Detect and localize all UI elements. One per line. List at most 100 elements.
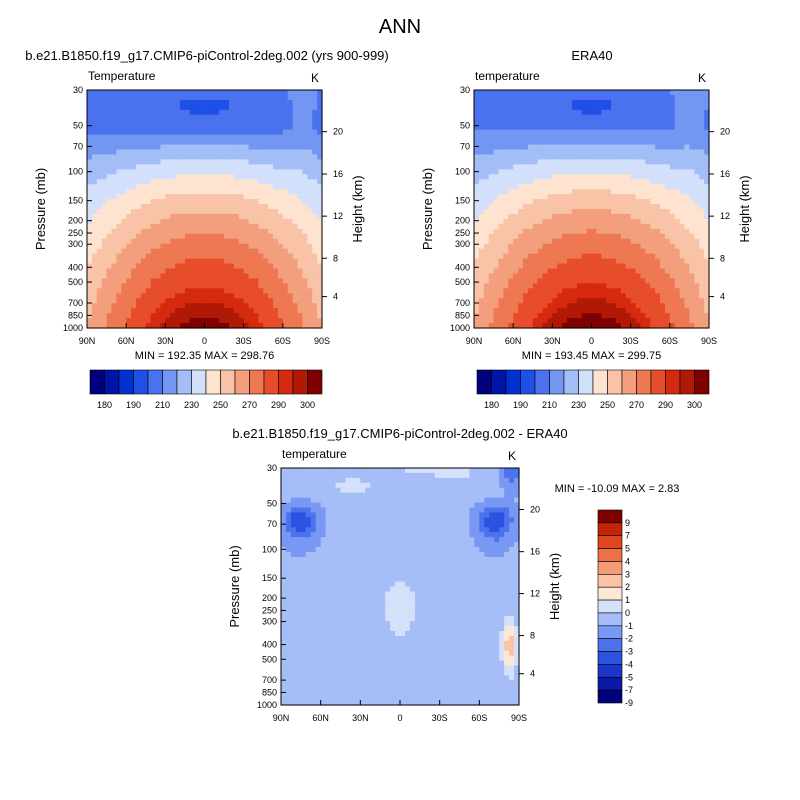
heatmap-cell <box>679 238 686 245</box>
heatmap-cell <box>233 278 240 284</box>
heatmap-cell <box>121 263 127 270</box>
heatmap-cell <box>557 174 563 180</box>
heatmap-cell <box>224 134 230 141</box>
heatmap-cell <box>704 129 710 136</box>
heatmap-cell <box>620 159 627 165</box>
heatmap-cell <box>214 104 220 111</box>
heatmap-cell <box>606 154 612 161</box>
heatmap-cell <box>121 209 127 215</box>
heatmap-cell <box>395 468 401 474</box>
heatmap-cell <box>214 184 220 190</box>
heatmap-cell <box>184 134 191 141</box>
heatmap-cell <box>650 278 656 284</box>
heatmap-cell <box>625 268 632 275</box>
heatmap-cell <box>679 318 686 324</box>
heatmap-cell <box>277 164 284 170</box>
heatmap-cell <box>199 124 206 131</box>
heatmap-cell <box>650 164 656 170</box>
heatmap-cell <box>204 184 210 190</box>
heatmap-cell <box>194 238 201 245</box>
heatmap-cell <box>165 149 171 156</box>
heatmap-cell <box>611 318 617 324</box>
heatmap-cell <box>567 159 573 165</box>
heatmap-cell <box>253 124 259 131</box>
heatmap-cell <box>581 263 588 270</box>
heatmap-cell <box>532 144 539 151</box>
heatmap-cell <box>307 283 313 289</box>
heatmap-cell <box>287 204 294 210</box>
heatmap-cell <box>111 204 117 210</box>
heatmap-cell <box>689 253 695 260</box>
heatmap-cell <box>508 139 514 146</box>
heatmap-cell <box>474 268 480 275</box>
heatmap-cell <box>277 258 284 265</box>
heatmap-cell <box>209 283 215 289</box>
heatmap-cell <box>116 184 122 190</box>
units-label: K <box>311 71 319 85</box>
heatmap-cell <box>591 243 597 250</box>
heatmap-cell <box>601 263 607 270</box>
heatmap-cell <box>282 169 289 175</box>
heatmap-cell <box>219 258 225 265</box>
heatmap-cell <box>248 139 255 146</box>
heatmap-cell <box>282 209 289 215</box>
heatmap-cell <box>268 273 274 280</box>
heatmap-cell <box>307 223 313 230</box>
heatmap-cell <box>189 119 196 126</box>
heatmap-cell <box>518 129 524 136</box>
heatmap-cell <box>478 119 485 126</box>
heatmap-cell <box>552 223 558 230</box>
heatmap-cell <box>606 298 612 304</box>
heatmap-cell <box>581 199 588 205</box>
heatmap-cell <box>601 139 607 146</box>
heatmap-cell <box>562 213 568 220</box>
heatmap-cell <box>527 313 534 319</box>
heatmap-cell <box>581 243 588 250</box>
heatmap-cell <box>233 109 240 116</box>
heatmap-cell <box>224 298 230 304</box>
heatmap-cell <box>537 218 544 225</box>
heatmap-cell <box>292 213 299 220</box>
heatmap-cell <box>576 184 583 190</box>
heatmap-cell <box>91 238 98 245</box>
heatmap-cell <box>576 199 583 205</box>
heatmap-cell <box>522 273 529 280</box>
heatmap-cell <box>571 109 578 116</box>
heatmap-cell <box>106 238 113 245</box>
heatmap-cell <box>106 293 113 299</box>
heatmap-cell <box>91 204 98 210</box>
heatmap-cell <box>596 139 602 146</box>
heatmap-cell <box>101 109 108 116</box>
heatmap-cell <box>140 169 147 175</box>
heatmap-cell <box>630 213 637 220</box>
heatmap-cell <box>611 268 617 275</box>
heatmap-cell <box>233 139 240 146</box>
heatmap-cell <box>684 154 691 161</box>
heatmap-cell <box>493 169 500 175</box>
heatmap-cell <box>285 487 292 494</box>
heatmap-cell <box>567 184 573 190</box>
heatmap-cell <box>522 238 529 245</box>
heatmap-cell <box>292 228 299 235</box>
heatmap-cells <box>87 90 323 329</box>
heatmap-cell <box>645 124 651 131</box>
y-tick-label: 250 <box>455 228 470 238</box>
heatmap-cell <box>199 283 206 289</box>
heatmap-cell <box>135 99 142 106</box>
heatmap-cell <box>155 90 162 96</box>
heatmap-cell <box>199 159 206 165</box>
heatmap-cell <box>625 253 632 260</box>
heatmap-cell <box>238 213 245 220</box>
heatmap-cell <box>131 308 137 314</box>
heatmap-cell <box>170 218 176 225</box>
heatmap-cell <box>214 159 220 165</box>
heatmap-cell <box>694 313 700 319</box>
heatmap-cell <box>694 199 700 205</box>
heatmap-cell <box>684 179 691 185</box>
heatmap-cell <box>204 238 210 245</box>
heatmap-cell <box>131 104 137 111</box>
heatmap-cell <box>101 134 108 141</box>
heatmap-cell <box>611 288 617 294</box>
heatmap-cell <box>87 134 93 141</box>
heatmap-cell <box>493 298 500 304</box>
